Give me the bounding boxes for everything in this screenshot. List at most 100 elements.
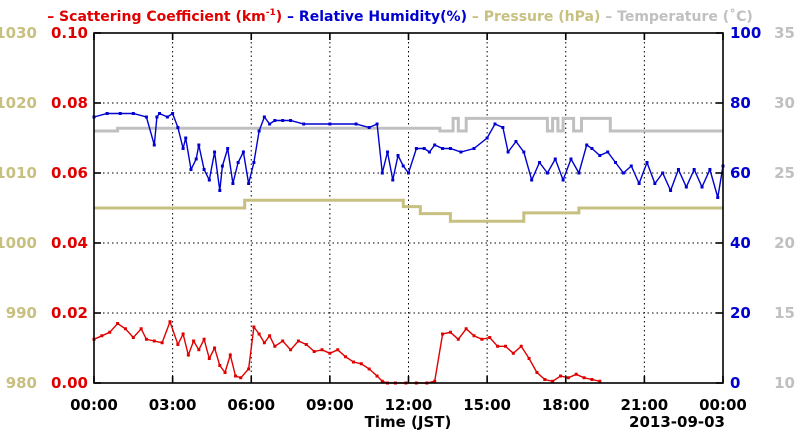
point-scattering-4 [123,327,127,331]
tick-label-scattering-0: 0.00 [51,374,88,392]
point-humidity-27 [257,129,261,133]
point-humidity-60 [545,171,549,175]
point-humidity-1 [105,112,109,115]
point-humidity-19 [218,189,222,192]
point-scattering-55 [480,337,484,341]
point-humidity-11 [181,147,185,150]
point-scattering-28 [268,334,272,338]
point-scattering-29 [273,344,277,348]
point-humidity-58 [530,178,534,182]
point-humidity-69 [614,161,618,164]
point-humidity-66 [590,147,594,150]
point-scattering-41 [367,367,371,371]
point-scattering-56 [488,336,492,339]
point-humidity-56 [514,140,518,143]
point-scattering-50 [441,332,445,336]
point-humidity-30 [273,119,277,122]
tick-label-scattering-3: 0.06 [51,164,88,182]
legend-item-2: – Pressure (hPa) [467,9,600,25]
point-humidity-39 [386,150,390,154]
point-humidity-29 [268,122,272,126]
point-scattering-37 [336,348,340,352]
point-scattering-32 [296,339,300,343]
point-scattering-53 [464,327,468,331]
x-tick-label-2: 06:00 [227,396,275,414]
point-humidity-78 [684,185,688,189]
point-humidity-7 [158,112,162,115]
x-tick-label-5: 15:00 [463,396,511,414]
point-scattering-58 [503,344,507,348]
point-scattering-61 [527,357,531,360]
point-humidity-12 [184,136,188,140]
tick-label-pressure-4: 1020 [0,94,37,112]
legend-item-3: – Temperature (˚C) [600,8,752,25]
tick-label-temperature-0: 10 [774,374,795,392]
x-tick-label-0: 00:00 [70,396,118,414]
point-humidity-79 [692,168,696,171]
series-layer [92,112,725,385]
point-scattering-35 [320,348,324,352]
point-scattering-9 [160,341,164,345]
point-humidity-57 [522,150,526,154]
point-humidity-33 [302,122,306,126]
point-humidity-31 [281,119,285,122]
point-humidity-8 [165,115,169,119]
point-scattering-27 [262,341,266,345]
x-axis-label: Time (JST) [365,413,452,431]
point-humidity-35 [354,122,358,126]
x-tick-label-3: 09:00 [306,396,354,414]
point-scattering-12 [181,332,185,336]
point-humidity-41 [396,154,400,157]
point-scattering-7 [144,337,148,341]
tick-label-temperature-3: 25 [774,164,795,182]
point-scattering-54 [472,334,476,338]
point-humidity-6 [155,115,159,119]
tick-label-pressure-2: 1000 [0,234,37,252]
point-humidity-9 [171,112,175,115]
x-tick-label-6: 18:00 [542,396,590,414]
point-scattering-20 [223,371,227,374]
point-humidity-75 [661,171,665,175]
point-scattering-31 [289,348,293,352]
point-scattering-19 [218,364,222,367]
point-scattering-2 [108,330,112,334]
point-humidity-2 [118,112,122,115]
point-humidity-73 [645,161,649,164]
tick-label-temperature-1: 15 [774,304,795,322]
tick-label-humidity-2: 40 [730,234,751,252]
point-scattering-67 [574,372,578,376]
point-humidity-21 [226,147,230,150]
point-scattering-59 [511,351,515,355]
point-humidity-18 [213,150,217,154]
series-line-temperature [94,116,723,133]
legend-item-0: – Scattering Coefficient (km [47,9,266,25]
tick-label-pressure-0: 980 [6,374,37,392]
point-humidity-5 [152,143,156,147]
point-scattering-43 [380,379,384,383]
point-scattering-65 [559,374,563,378]
point-scattering-40 [359,362,363,366]
point-humidity-38 [380,171,384,175]
point-humidity-53 [493,122,497,126]
point-humidity-44 [414,147,418,150]
point-scattering-38 [344,355,348,359]
point-humidity-68 [606,150,610,154]
point-scattering-51 [448,330,452,334]
grid-lines [94,33,723,383]
point-humidity-34 [328,122,332,126]
tick-label-temperature-2: 20 [774,234,795,252]
point-humidity-4 [144,115,148,119]
point-humidity-45 [422,147,426,150]
point-humidity-67 [598,154,602,157]
point-scattering-39 [351,360,355,364]
point-scattering-22 [234,374,238,378]
tick-label-scattering-5: 0.10 [51,24,88,42]
point-humidity-24 [241,150,245,154]
point-humidity-23 [236,161,240,164]
legend: – Scattering Coefficient (km-1) – Relati… [47,8,753,25]
point-humidity-40 [391,178,395,182]
point-scattering-52 [456,337,460,341]
point-humidity-42 [401,164,405,168]
point-humidity-50 [459,150,463,154]
